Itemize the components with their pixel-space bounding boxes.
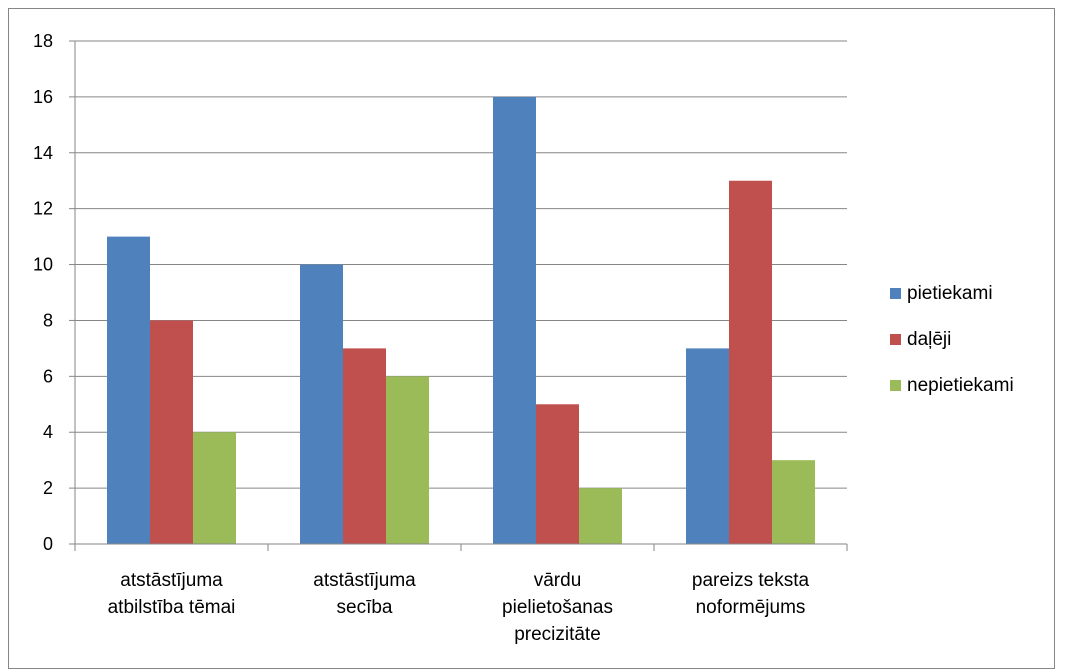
- legend-label: daļēji: [907, 329, 951, 350]
- bar-nepietiekami-0: [193, 432, 236, 544]
- bar-nepietiekami-3: [772, 460, 815, 544]
- category-label: atstāstījuma: [313, 570, 416, 591]
- category-label: secība: [337, 597, 393, 618]
- bar-daļēji-3: [729, 180, 772, 544]
- y-tick-label: 8: [43, 310, 53, 330]
- bar-nepietiekami-1: [386, 376, 429, 544]
- legend-label: pietiekami: [907, 283, 993, 304]
- y-tick-label: 4: [43, 422, 53, 442]
- legend-swatch-daļēji: [890, 334, 901, 345]
- y-tick-label: 18: [33, 31, 53, 51]
- bar-daļēji-0: [150, 320, 193, 544]
- legend-label: nepietiekami: [907, 375, 1014, 396]
- bar-daļēji-2: [536, 404, 579, 544]
- category-label: atbilstība tēmai: [108, 597, 236, 618]
- y-tick-label: 12: [33, 199, 53, 219]
- axes: [69, 40, 848, 551]
- y-tick-label: 10: [33, 255, 53, 275]
- legend-swatch-pietiekami: [890, 288, 901, 299]
- legend-swatch-nepietiekami: [890, 380, 901, 391]
- category-labels: atstāstījuma atbilstība tēmai atstāstījuma…: [108, 570, 810, 645]
- bar-pietiekami-2: [493, 96, 536, 544]
- y-tick-labels: 0 2 4 6 8 10 12 14 16 18: [33, 31, 53, 554]
- bar-pietiekami-3: [686, 348, 729, 544]
- bars: [107, 96, 815, 544]
- bar-daļēji-1: [343, 348, 386, 544]
- y-tick-label: 6: [43, 366, 53, 386]
- category-label: vārdu: [534, 570, 582, 591]
- bar-pietiekami-0: [107, 236, 150, 544]
- y-tick-label: 2: [43, 478, 53, 498]
- legend: pietiekami daļēji nepietiekami: [890, 283, 1014, 396]
- category-label: pareizs teksta: [692, 570, 810, 591]
- category-label: pielietošanas: [502, 597, 613, 618]
- y-tick-label: 14: [33, 143, 53, 163]
- category-label: precizitāte: [514, 624, 601, 645]
- bar-pietiekami-1: [300, 264, 343, 544]
- y-tick-label: 16: [33, 87, 53, 107]
- category-label: noformējums: [696, 597, 806, 618]
- y-tick-label: 0: [43, 534, 53, 554]
- category-label: atstāstījuma: [120, 570, 223, 591]
- bar-nepietiekami-2: [579, 488, 622, 544]
